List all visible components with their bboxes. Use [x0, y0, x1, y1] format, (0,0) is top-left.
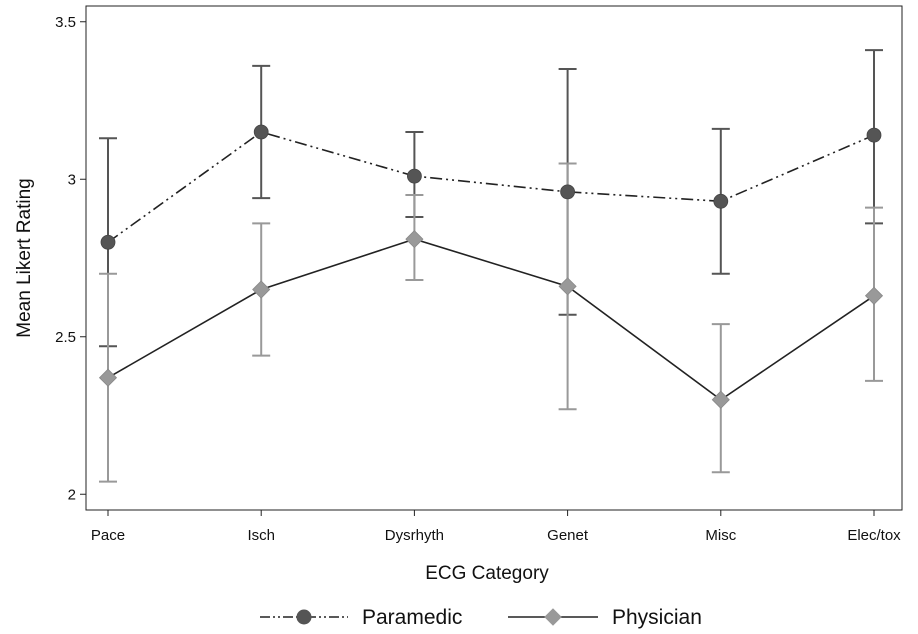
y-tick-label: 2	[68, 486, 76, 503]
x-axis-title: ECG Category	[425, 563, 549, 584]
x-tick-label: Dysrhyth	[385, 527, 444, 544]
legend-physician-label: Physician	[612, 606, 702, 629]
data-point-physician	[405, 230, 424, 249]
series-line-paramedic	[107, 131, 875, 243]
x-tick-label: Pace	[91, 527, 125, 544]
legend-item-paramedic: Paramedic	[260, 606, 462, 629]
data-point-physician	[711, 390, 730, 409]
series-layer	[98, 49, 884, 483]
data-point-physician	[864, 286, 884, 305]
data-point-paramedic	[406, 168, 422, 184]
legend-paramedic-label: Paramedic	[362, 606, 462, 629]
x-tick-label: Genet	[547, 527, 589, 544]
data-point-paramedic	[100, 234, 116, 250]
data-point-physician	[558, 277, 577, 296]
data-point-physician	[252, 280, 271, 299]
legend: Paramedic Physician	[260, 606, 702, 629]
y-tick-label: 3	[68, 171, 76, 188]
data-point-paramedic	[866, 127, 882, 143]
data-point-physician	[98, 368, 118, 387]
markers-paramedic	[100, 124, 882, 250]
data-point-paramedic	[560, 184, 575, 200]
x-tick-label: Misc	[705, 527, 736, 544]
x-axis: Pace Isch Dysrhyth Genet Misc Elec/tox	[91, 510, 901, 544]
y-axis: 2 2.5 3 3.5	[55, 14, 86, 503]
y-axis-title: Mean Likert Rating	[14, 178, 35, 337]
y-tick-label: 3.5	[55, 14, 76, 31]
legend-physician-marker	[544, 608, 562, 626]
legend-paramedic-marker	[296, 609, 312, 625]
legend-item-physician: Physician	[508, 606, 702, 629]
data-point-paramedic	[253, 124, 269, 140]
error-bars-physician	[99, 162, 883, 483]
x-tick-label: Isch	[247, 527, 275, 544]
x-tick-label: Elec/tox	[847, 527, 901, 544]
plot-frame	[85, 5, 903, 511]
data-point-paramedic	[713, 193, 729, 209]
error-bars-paramedic	[99, 49, 883, 348]
series-line-physician	[107, 238, 875, 401]
markers-physician	[98, 230, 884, 409]
y-tick-label: 2.5	[55, 329, 76, 346]
